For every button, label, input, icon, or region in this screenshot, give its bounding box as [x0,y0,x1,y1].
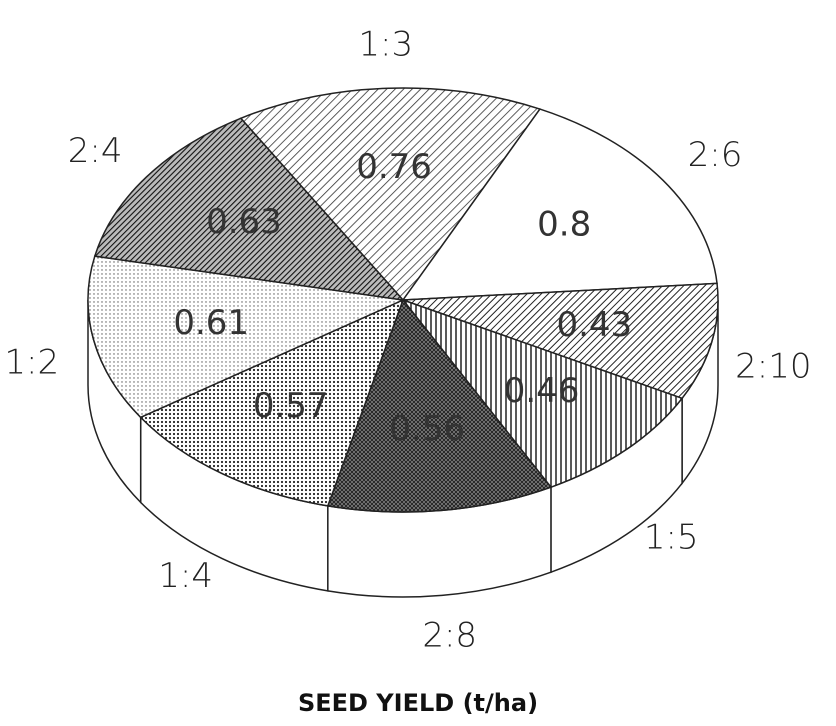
category-label: 2:6 [688,135,743,175]
category-label: 1:5 [644,518,699,558]
category-label: 2:8 [422,615,477,655]
value-label: 0.46 [504,371,580,411]
category-label: 1:3 [358,24,413,64]
category-label: 2:10 [735,347,811,387]
pie-slice [401,108,718,301]
pie-slice [139,298,405,507]
value-label: 0.61 [173,303,249,343]
pie-slice [93,117,405,302]
value-label: 0.63 [206,202,282,242]
pie-slice [402,282,719,400]
value-label: 0.57 [253,386,329,426]
value-label: 0.43 [556,305,632,345]
value-label: 0.56 [389,409,465,449]
value-label: 0.76 [356,147,432,187]
pie-slice [87,255,406,419]
pie-slice [400,298,684,489]
pie-slice [239,87,542,302]
pie-slice [326,298,553,513]
category-label: 2:4 [68,131,123,171]
category-label: 1:4 [158,556,213,596]
category-label: 1:2 [4,342,59,382]
chart-title: SEED YIELD (t/ha) [298,689,538,717]
value-label: 0.8 [537,204,591,244]
